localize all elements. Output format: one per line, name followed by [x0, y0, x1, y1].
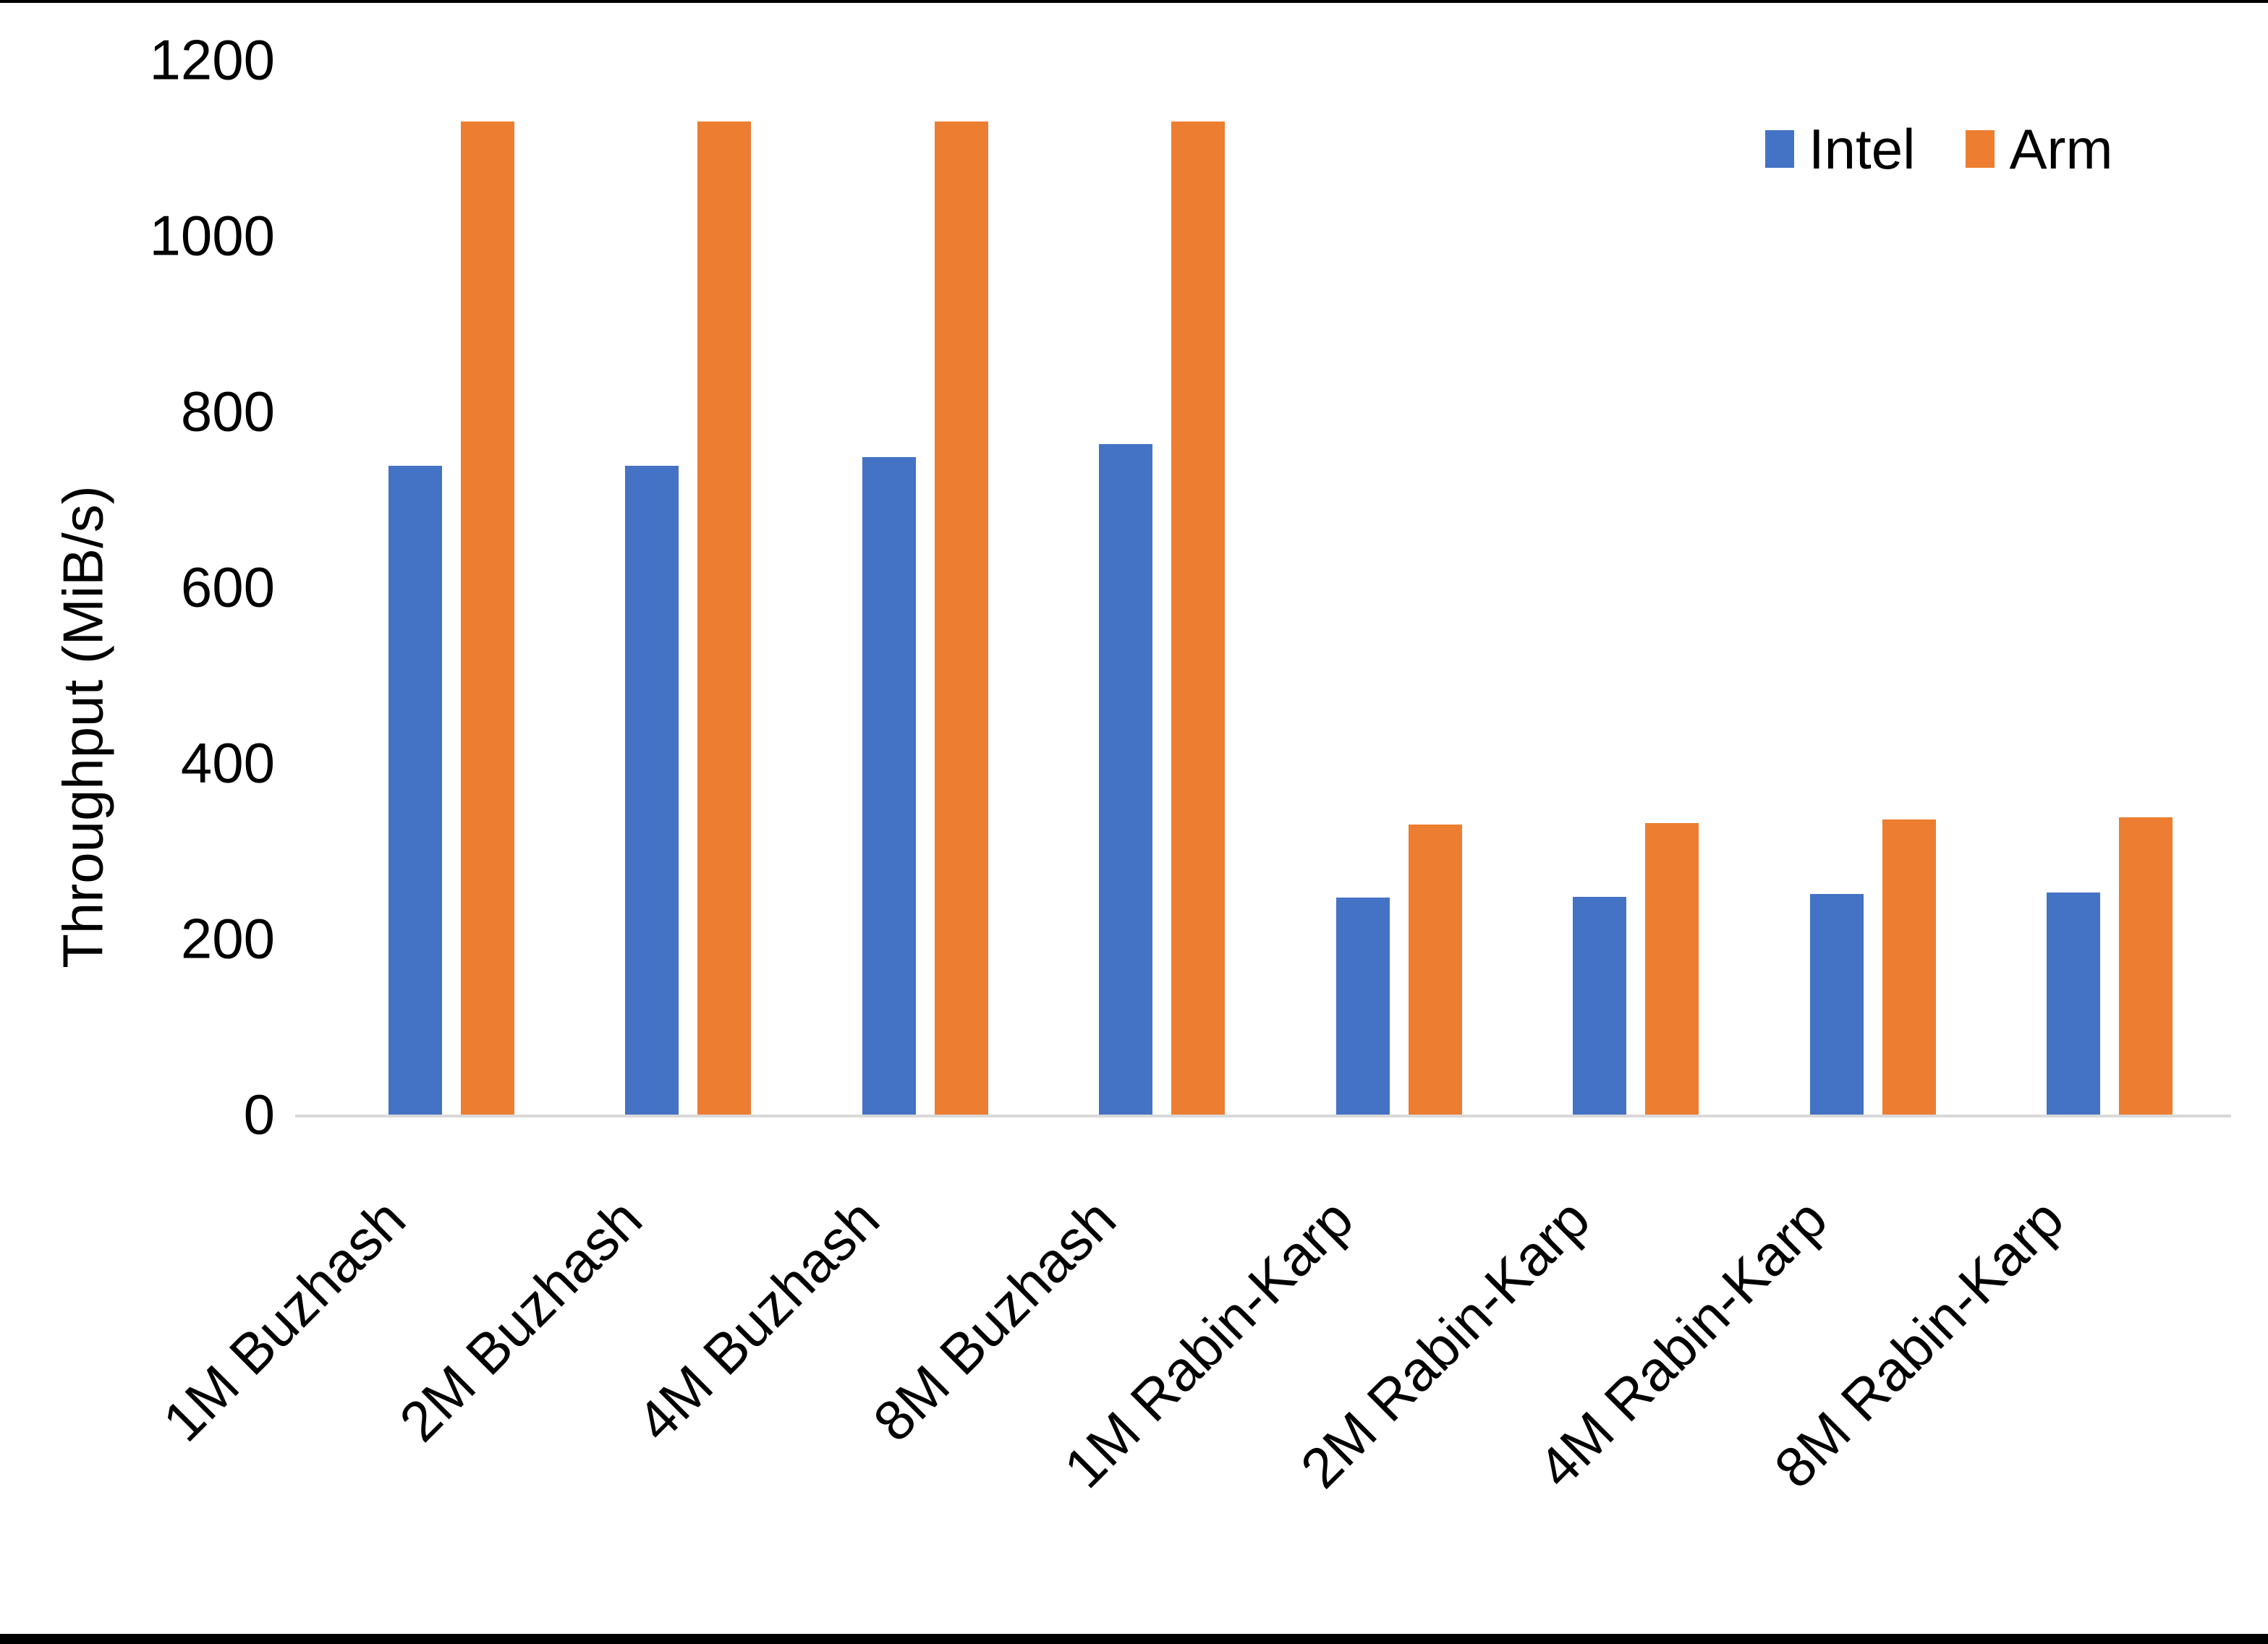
- x-axis-line: [295, 1115, 2231, 1117]
- bar-intel: [2047, 892, 2101, 1115]
- legend: Intel Arm: [1765, 114, 2112, 184]
- bar-arm: [1408, 825, 1462, 1115]
- x-axis-label: 2M Buzhash: [387, 1186, 655, 1454]
- bar-group: [1518, 60, 1755, 1115]
- y-tick-label: 1000: [149, 203, 275, 268]
- bar-group: [333, 60, 570, 1115]
- bar-arm: [2119, 817, 2173, 1115]
- legend-label: Intel: [1809, 117, 1916, 181]
- legend-label: Arm: [2009, 117, 2113, 181]
- y-tick-label: 0: [243, 1082, 275, 1146]
- y-tick-label: 800: [180, 379, 275, 443]
- plot-area: [333, 60, 2228, 1115]
- bar-group: [570, 60, 807, 1115]
- legend-item-arm: Arm: [1966, 121, 2112, 177]
- bar-intel: [1099, 443, 1153, 1115]
- x-axis-label: 4M Buzhash: [624, 1186, 891, 1454]
- x-axis-label: 1M Buzhash: [150, 1186, 417, 1454]
- y-tick-label: 600: [180, 555, 275, 619]
- bar-arm: [697, 122, 752, 1115]
- legend-swatch-icon: [1966, 130, 1995, 168]
- legend-swatch-icon: [1765, 130, 1794, 168]
- bar-arm: [1645, 822, 1699, 1115]
- legend-item-intel: Intel: [1765, 121, 1915, 177]
- y-tick-label: 400: [180, 731, 275, 795]
- bar-intel: [862, 457, 916, 1115]
- y-tick-label: 200: [180, 906, 275, 971]
- bar-group: [807, 60, 1044, 1115]
- bar-group: [1754, 60, 1992, 1115]
- bar-intel: [1335, 897, 1390, 1115]
- bar-arm: [460, 122, 514, 1115]
- bar-group: [1992, 60, 2229, 1115]
- bar-intel: [625, 466, 679, 1115]
- bar-group: [1044, 60, 1281, 1115]
- bar-arm: [934, 122, 988, 1115]
- bar-intel: [388, 466, 442, 1115]
- window-border-top: [0, 0, 2268, 3]
- bar-arm: [1882, 819, 1936, 1115]
- window-border-bottom: [0, 1634, 2268, 1644]
- bar-arm: [1171, 122, 1226, 1115]
- bar-group: [1280, 60, 1518, 1115]
- y-tick-label: 1200: [149, 27, 275, 92]
- bar-intel: [1809, 894, 1864, 1115]
- bar-intel: [1573, 896, 1627, 1115]
- x-axis-label: 8M Buzhash: [861, 1186, 1129, 1454]
